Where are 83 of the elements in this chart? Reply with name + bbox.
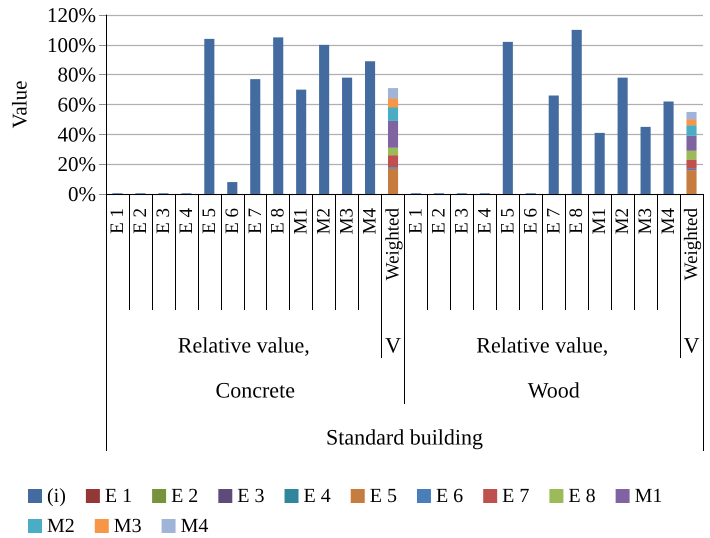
bar (388, 88, 398, 99)
bar (686, 160, 697, 169)
legend-label: E 5 (370, 485, 397, 507)
text: Standard building (326, 424, 484, 450)
legend-label: M3 (114, 515, 142, 537)
x-tick-label: E 4 (474, 208, 496, 234)
x-tick-label: E 1 (405, 208, 426, 234)
text: V (385, 332, 402, 358)
x-tick-label: E 2 (130, 208, 151, 234)
x-tick-label: E 7 (543, 208, 564, 234)
x-tick-label: E 8 (566, 208, 588, 234)
legend-label: E 1 (104, 485, 132, 507)
x-tick-label: M2 (314, 208, 335, 234)
text: Relative value, (476, 332, 608, 358)
text: Relative value, (178, 332, 310, 358)
x-tick-label: E 8 (268, 208, 289, 234)
bar (640, 126, 651, 194)
y-tick-label: 20% (58, 152, 96, 176)
x-tick-label: E 3 (451, 208, 472, 234)
x-tick-label: E 7 (244, 208, 266, 234)
bar (664, 102, 674, 194)
x-tick-label: E 1 (106, 208, 128, 234)
bar (686, 125, 697, 136)
bar (319, 44, 330, 194)
x-tick-label: M1 (589, 208, 610, 234)
y-tick-label: 0% (68, 182, 96, 206)
legend-label: (i) (47, 485, 66, 507)
x-tick-label: E 5 (497, 208, 518, 234)
bar (594, 132, 605, 194)
bar (365, 61, 376, 194)
y-tick-label: 80% (58, 62, 96, 87)
bar (227, 182, 238, 194)
x-tick-label: M2 (612, 208, 634, 234)
bar (388, 148, 398, 156)
bar (686, 150, 697, 160)
x-tick-label: E 6 (520, 208, 542, 234)
y-axis-title: Value (8, 80, 32, 128)
text: Concrete (216, 378, 295, 402)
bar (388, 107, 398, 121)
y-tick-label: 40% (58, 122, 96, 146)
text: V (684, 332, 700, 358)
bar (572, 30, 582, 194)
bar (686, 170, 697, 194)
bar (273, 37, 284, 194)
bar (618, 78, 628, 194)
bar (388, 120, 398, 148)
bar (250, 79, 260, 194)
bar (502, 42, 513, 194)
x-tick-label: M1 (290, 208, 312, 234)
bar (204, 38, 214, 194)
x-tick-label: E 2 (428, 208, 450, 234)
bar (686, 119, 697, 126)
x-tick-label: E 6 (222, 208, 243, 234)
legend-label: E 2 (171, 485, 198, 507)
bar (388, 168, 398, 194)
bar (548, 96, 559, 194)
text: Wood (528, 378, 580, 402)
y-tick-label: 60% (58, 92, 96, 116)
legend-label: E 8 (568, 485, 596, 507)
bar (342, 78, 352, 194)
x-tick-label: E 3 (152, 208, 174, 234)
x-tick-label: Weighted (681, 208, 702, 280)
legend-label: E 6 (436, 485, 464, 507)
bar (686, 112, 697, 120)
legend-label: E 7 (502, 485, 530, 507)
legend-label: M1 (634, 485, 662, 507)
x-tick-label: Weighted (382, 208, 404, 280)
legend-label: E 4 (304, 485, 331, 507)
x-tick-label: M4 (360, 208, 381, 234)
bar (388, 155, 398, 168)
y-tick-label: 120% (47, 3, 96, 27)
y-tick-label: 100% (47, 32, 96, 57)
legend-label: M4 (180, 515, 208, 537)
bar (686, 136, 697, 151)
x-tick-label: M4 (658, 208, 680, 234)
legend-label: E 3 (237, 485, 265, 507)
x-tick-label: M3 (635, 208, 656, 234)
bar (388, 98, 398, 108)
x-tick-label: E 4 (176, 208, 197, 234)
bar (296, 90, 306, 194)
x-tick-label: E 5 (198, 208, 220, 234)
x-tick-label: M3 (336, 208, 358, 234)
legend-label: M2 (47, 515, 75, 537)
